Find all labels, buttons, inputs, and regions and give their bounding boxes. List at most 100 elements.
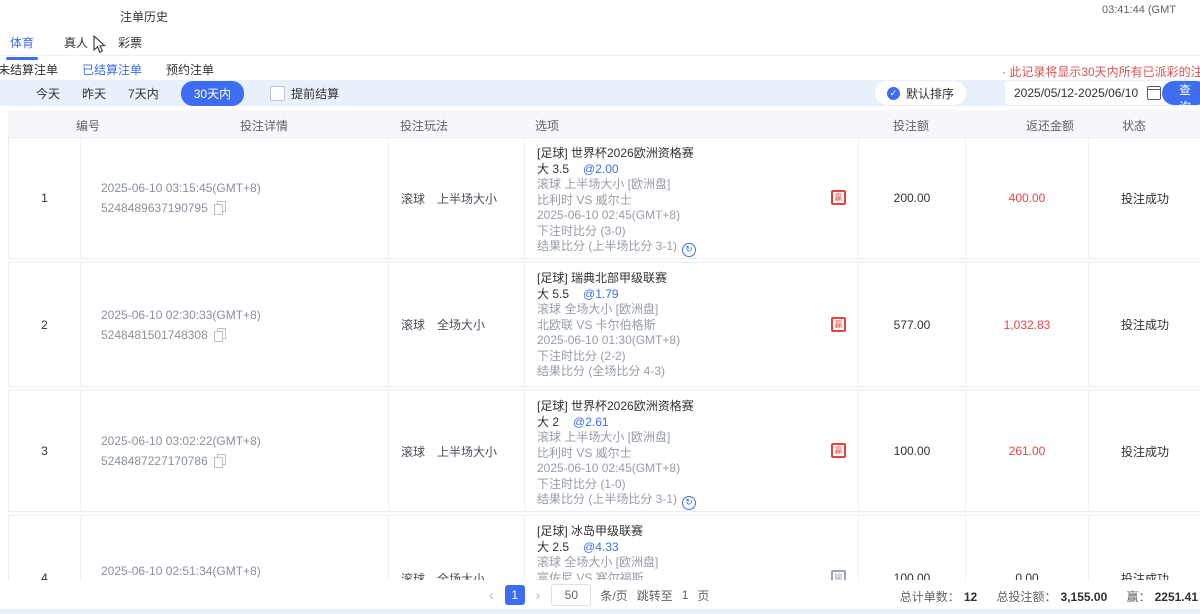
col-header-no: 编号 [76,119,101,133]
pagination-bar: ‹ 1 › 条/页 跳转至 1 页 总计单数：12 总投注额：3,155.00 … [0,580,1200,610]
copy-icon[interactable] [213,201,227,215]
pagination-controls: ‹ 1 › 条/页 跳转至 1 页 [487,584,709,606]
page-title: 注单历史 [120,10,169,24]
pick: 大 2 [537,414,560,429]
score-at-bet: 下注时比分 (1-0) [537,476,626,491]
league-name: [足球] 冰岛甲级联赛 [537,524,644,538]
bottom-section-strip [0,609,1200,614]
search-button[interactable]: 查询 [1162,81,1200,114]
tab-live-casino[interactable]: 真人 [64,36,89,50]
filter-yesterday[interactable]: 昨天 [82,86,107,101]
copy-icon[interactable] [213,327,227,342]
bet-time: 2025-06-10 03:15:45(GMT+8) [101,181,261,195]
total-stake-label: 总投注额： [996,590,1057,604]
tab-lottery[interactable]: 彩票 [118,36,143,50]
default-sort-button[interactable]: ✓ 默认排序 [875,81,967,105]
pick: 大 2.5 [537,539,570,554]
odds-value: @4.33 [583,539,619,554]
order-id: 5248481501748308 [101,327,208,342]
odds-value: @2.00 [583,161,619,176]
jump-to-label: 跳转至 [636,588,673,603]
replay-icon[interactable]: ↻ [682,496,697,510]
totals-summary: 总计单数： 12 总投注额： 3,155.00 赢： 2251.41 [900,588,1198,605]
filter-7days[interactable]: 7天内 [128,86,159,101]
market: 滚球 上半场大小 [欧洲盘] [537,430,671,444]
win-stamp-icon: 赢 [831,190,846,205]
tab-sports[interactable]: 体育 [5,34,39,60]
date-range-value: 2025/05/12-2025/06/10 [1014,86,1139,100]
tabs-divider [0,55,1200,56]
copy-icon[interactable] [213,454,227,468]
next-page-icon[interactable]: › [535,587,541,603]
mouse-cursor-icon [93,35,106,53]
result-score: 结果比分 (全场比分 4-3) [537,364,666,378]
match-time: 2025-06-10 01:30(GMT+8) [537,333,681,347]
table-header: 编号 投注详情 投注玩法 选项 投注额 返还金额 状态 [8,110,1200,137]
filter-30days[interactable]: 30天内 [180,80,245,106]
checkbox-icon[interactable] [270,85,286,101]
col-header-stake: 投注额 [893,119,930,133]
stake-amount: 577.00 [859,263,966,386]
match-teams: 比利时 VS 威尔士 [537,445,632,460]
date-range-picker[interactable]: 2025/05/12-2025/06/10 [1005,81,1171,105]
stake-amount: 200.00 [859,138,966,258]
total-win-label: 赢： [1126,590,1151,604]
early-settle-label: 提前结算 [291,86,340,101]
order-id: 5248487227170786 [101,454,208,468]
per-page-label: 条/页 [600,588,628,603]
status-text: 投注成功 [1120,318,1169,332]
row-number: 1 [9,138,81,258]
match-time: 2025-06-10 02:45(GMT+8) [537,208,681,222]
league-name: [足球] 世界杯2026欧洲资格赛 [537,399,694,413]
bet-time: 2025-06-10 02:51:34(GMT+8) [101,564,261,578]
status-text: 投注成功 [1120,444,1169,459]
stake-amount: 100.00 [859,391,966,511]
col-header-option: 选项 [535,119,560,133]
filter-today[interactable]: 今天 [36,86,61,101]
record-notice: · 此记录将显示30天内所有已派彩的注单 [1002,65,1200,79]
total-win-value: 2251.41 [1154,590,1198,604]
page-size-input[interactable] [551,584,592,606]
play-type-cell: 滚球 上半场大小 [389,138,525,258]
quick-date-filters: 今天 昨天 7天内 30天内 提前结算 [36,80,339,106]
early-settle-checkbox-wrap[interactable]: 提前结算 [270,85,339,102]
play-type-cell: 滚球 上半场大小 [389,391,525,511]
order-id: 5248489637190795 [101,201,208,215]
table-row: 2 2025-06-10 02:30:33(GMT+8) 52484815017… [8,262,1200,387]
row-number: 2 [9,263,81,386]
play-type-cell: 滚球 全场大小 [389,263,525,386]
total-stake-value: 3,155.00 [1060,590,1108,604]
jump-page-value[interactable]: 1 [681,588,689,602]
default-sort-label: 默认排序 [906,86,955,101]
market: 滚球 全场大小 [欧洲盘] [537,302,659,316]
league-name: [足球] 世界杯2026欧洲资格赛 [537,146,694,160]
replay-icon[interactable]: ↻ [682,243,697,257]
win-stamp-icon: 赢 [831,443,846,458]
prev-page-icon[interactable]: ‹ [489,587,494,603]
calendar-icon [1147,86,1162,100]
payout-amount: 400.00 [966,138,1089,258]
pick: 大 5.5 [537,286,570,301]
current-page-button[interactable]: 1 [504,585,525,605]
subtab-unsettled[interactable]: 未结算注单 [0,63,59,77]
subtab-reserved[interactable]: 预约注单 [166,63,215,77]
option-cell: [足球] 世界杯2026欧洲资格赛 大 2 @2.61 滚球 上半场大小 [欧洲盘… [525,391,859,511]
match-teams: 北欧联 VS 卡尔伯格斯 [537,317,656,332]
bet-details-cell: 2025-06-10 03:02:22(GMT+8) 5248487227170… [81,391,389,511]
market: 滚球 上半场大小 [欧洲盘] [537,177,671,191]
odds-value: @2.61 [573,414,609,429]
option-cell: [足球] 世界杯2026欧洲资格赛 大 3.5 @2.00 滚球 上半场大小 [欧… [525,138,859,258]
score-at-bet: 下注时比分 (3-0) [537,223,626,238]
total-count-label: 总计单数： [899,590,960,604]
payout-amount: 1,032.83 [966,263,1089,386]
bet-time: 2025-06-10 02:30:33(GMT+8) [101,307,261,322]
market: 滚球 全场大小 [欧洲盘] [537,555,659,569]
match-teams: 比利时 VS 威尔士 [537,192,632,207]
server-clock: 03:41:44 (GMT [1102,4,1176,16]
payout-amount: 261.00 [966,391,1089,511]
bet-details-cell: 2025-06-10 03:15:45(GMT+8) 5248489637190… [81,138,389,258]
win-stamp-icon: 赢 [831,316,846,332]
status-text: 投注成功 [1120,191,1169,206]
odds-value: @1.79 [583,286,619,301]
table-row: 3 2025-06-10 03:02:22(GMT+8) 52484872271… [8,390,1200,512]
